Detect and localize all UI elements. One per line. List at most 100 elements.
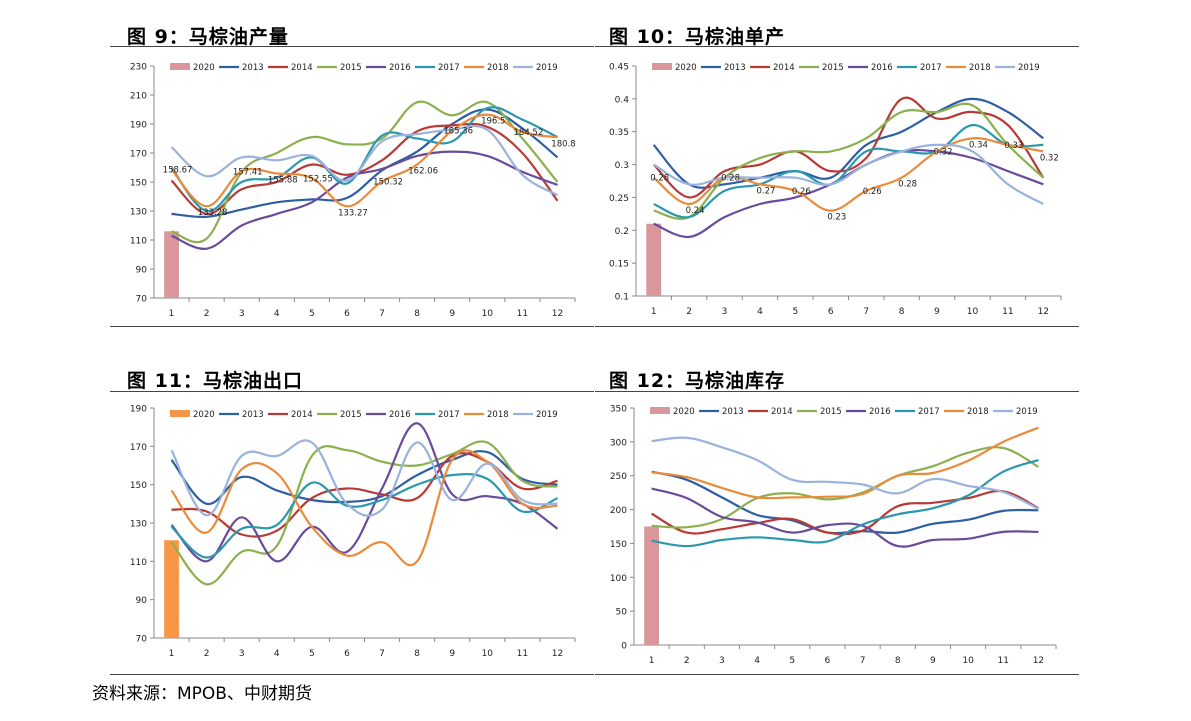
fig10-x-tick-label: 7	[863, 307, 869, 317]
fig9-y-tick-label: 150	[130, 179, 147, 189]
fig9-data-label: 133.27	[338, 208, 368, 218]
fig12-y-tick-label: 50	[616, 608, 628, 618]
fig12-legend-label-2016: 2016	[869, 407, 891, 417]
fig11-bar-2020	[164, 540, 179, 638]
fig9-series-2017	[170, 106, 558, 213]
fig10-legend-label-2018: 2018	[969, 63, 991, 73]
fig10-yield-chart: 0.10.150.20.250.30.350.40.451 2 3 4 5 6 7 8 9 10 1…	[609, 63, 1062, 317]
fig12-x-tick-label: 4	[754, 656, 760, 666]
fig12-series-2019	[651, 436, 1039, 510]
fig10-y-tick-label: 0.25	[609, 194, 629, 204]
bottom-rule-right	[595, 674, 1079, 675]
fig10-data-label: 0.28	[650, 174, 669, 184]
fig11-series-2015	[170, 440, 558, 586]
fig9-legend-label-2018: 2018	[487, 63, 509, 73]
fig11-x-tick-label: 4	[274, 649, 280, 659]
fig9-y-tick-label: 210	[130, 92, 147, 102]
fig10-series-2015	[653, 102, 1045, 220]
fig9-x-tick-label: 10	[482, 309, 494, 319]
fig9-y-tick-label: 70	[136, 295, 148, 305]
fig11-legend-label-2017: 2017	[438, 410, 460, 420]
fig10-title: 图 10：马棕油单产	[609, 26, 786, 48]
fig9-y-tick-label: 190	[130, 121, 147, 131]
fig9-data-label: 150.32	[373, 178, 403, 188]
fig10-data-label: 0.27	[756, 186, 775, 196]
fig10-y-tick-label: 0.4	[615, 95, 630, 105]
fig9-data-label: 155.88	[268, 175, 298, 185]
fig11-x-tick-label: 2	[204, 649, 210, 659]
fig10-x-tick-label: 2	[686, 307, 692, 317]
fig12-x-tick-label: 8	[895, 656, 901, 666]
fig10-series-2017	[653, 124, 1044, 219]
fig9-bar-2020	[164, 231, 179, 298]
fig11-legend-swatch-2020	[170, 410, 190, 417]
fig12-series-2018	[651, 426, 1039, 500]
fig10-x-tick-label: 12	[1038, 307, 1049, 317]
fig11-legend-label-2016: 2016	[389, 410, 411, 420]
fig12-x-tick-label: 5	[789, 656, 795, 666]
fig9-x-tick-label: 7	[379, 309, 385, 319]
fig12-x-tick-label: 6	[825, 656, 831, 666]
fig9-series-2016	[171, 150, 558, 250]
fig11-title-rule	[110, 391, 594, 392]
fig10-legend-swatch-2020	[652, 63, 672, 70]
fig12-legend-label-2017: 2017	[918, 407, 940, 417]
fig10-y-tick-label: 0.1	[615, 293, 629, 303]
fig10-data-label: 0.34	[969, 140, 988, 150]
fig11-y-tick-label: 150	[130, 481, 147, 491]
fig11-series-2019	[170, 439, 558, 517]
fig9-x-tick-label: 2	[204, 309, 210, 319]
fig9-data-label: 185.36	[443, 127, 473, 137]
fig9-x-tick-label: 4	[274, 309, 280, 319]
fig9-legend-label-2016: 2016	[389, 63, 411, 73]
fig10-legend-label-2019: 2019	[1018, 63, 1040, 73]
fig9-y-tick-label: 110	[130, 237, 147, 247]
fig9-data-label: 157.41	[233, 167, 263, 177]
fig9-legend-swatch-2020	[170, 63, 190, 70]
fig12-legend-label-2020: 2020	[673, 407, 695, 417]
fig9-x-tick-label: 6	[344, 309, 350, 319]
fig9-y-tick-label: 170	[130, 150, 147, 160]
fig12-legend-label-2013: 2013	[722, 407, 744, 417]
fig10-x-tick-label: 10	[967, 307, 979, 317]
fig10-data-label: 0.28	[721, 174, 740, 184]
fig9-x-tick-label: 11	[517, 309, 528, 319]
fig10-legend-label-2020: 2020	[675, 63, 697, 73]
fig11-x-tick-label: 3	[239, 649, 245, 659]
fig10-legend-label-2015: 2015	[822, 63, 844, 73]
fig9-x-tick-label: 3	[239, 309, 245, 319]
fig9-legend-label-2014: 2014	[291, 63, 313, 73]
fig10-data-label: 0.26	[863, 187, 882, 197]
fig10-title-rule	[595, 46, 1079, 47]
fig11-series-2013	[170, 450, 558, 505]
fig9-series-2019	[170, 124, 559, 197]
fig9-data-label: 196.5	[481, 117, 505, 127]
fig9-legend-label-2017: 2017	[438, 63, 460, 73]
fig10-x-tick-label: 9	[934, 307, 940, 317]
fig12-series-2015	[651, 446, 1039, 529]
fig11-legend-label-2014: 2014	[291, 410, 313, 420]
fig10-data-label: 0.32	[934, 147, 953, 157]
fig12-series-2017	[651, 459, 1039, 548]
fig10-data-label: 0.26	[792, 187, 811, 197]
fig10-y-tick-label: 0.15	[609, 260, 629, 270]
fig10-data-label: 0.33	[1004, 141, 1023, 151]
fig12-x-tick-label: 9	[930, 656, 936, 666]
fig9-legend-label-2019: 2019	[536, 63, 558, 73]
fig10-legend-label-2013: 2013	[724, 63, 746, 73]
fig10-series-2013	[652, 97, 1044, 189]
fig9-data-label: 184.52	[514, 128, 544, 138]
fig9-x-tick-label: 9	[449, 309, 455, 319]
fig9-x-tick-label: 12	[552, 309, 563, 319]
fig12-x-tick-label: 2	[684, 656, 690, 666]
fig9-series-2018	[170, 113, 558, 208]
fig9-x-tick-label: 5	[309, 309, 315, 319]
fig12-title: 图 12：马棕油库存	[609, 370, 786, 392]
fig10-x-tick-label: 8	[899, 307, 905, 317]
fig9-series-2013	[171, 108, 559, 219]
fig12-legend-label-2014: 2014	[771, 407, 793, 417]
fig12-legend-label-2018: 2018	[967, 407, 989, 417]
fig9-y-tick-label: 230	[130, 63, 147, 73]
source-note: 资料来源：MPOB、中财期货	[92, 684, 312, 704]
fig9-series-2015	[171, 100, 559, 244]
